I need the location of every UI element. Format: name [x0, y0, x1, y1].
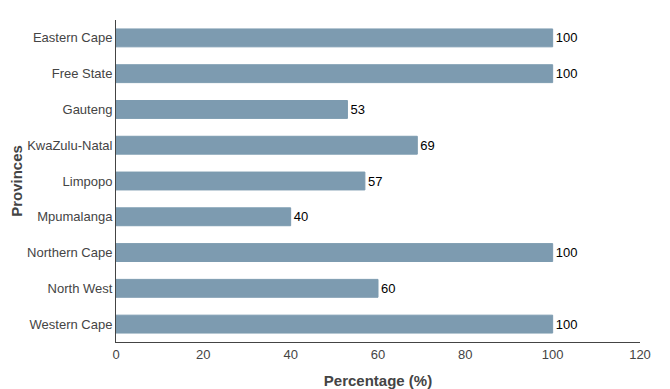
- svg-text:69: 69: [420, 138, 434, 153]
- svg-text:53: 53: [350, 102, 364, 117]
- svg-text:Western Cape: Western Cape: [30, 317, 113, 332]
- svg-text:60: 60: [371, 347, 385, 362]
- svg-text:60: 60: [381, 281, 395, 296]
- svg-text:North West: North West: [48, 281, 113, 296]
- svg-text:KwaZulu-Natal: KwaZulu-Natal: [27, 138, 112, 153]
- svg-text:40: 40: [283, 347, 297, 362]
- svg-text:100: 100: [556, 317, 578, 332]
- svg-text:40: 40: [294, 209, 308, 224]
- svg-text:20: 20: [196, 347, 210, 362]
- svg-text:Limpopo: Limpopo: [63, 174, 113, 189]
- svg-text:Eastern Cape: Eastern Cape: [33, 30, 113, 45]
- svg-text:100: 100: [542, 347, 564, 362]
- svg-text:80: 80: [458, 347, 472, 362]
- svg-text:Free State: Free State: [52, 66, 113, 81]
- svg-text:Northern Cape: Northern Cape: [27, 245, 112, 260]
- svg-text:Percentage (%): Percentage (%): [324, 372, 432, 389]
- svg-text:Gauteng: Gauteng: [63, 102, 113, 117]
- svg-text:120: 120: [629, 347, 651, 362]
- svg-text:100: 100: [556, 245, 578, 260]
- svg-text:0: 0: [112, 347, 119, 362]
- svg-text:Provinces: Provinces: [8, 145, 25, 217]
- svg-text:57: 57: [368, 174, 382, 189]
- svg-text:100: 100: [556, 66, 578, 81]
- svg-text:100: 100: [556, 30, 578, 45]
- svg-text:Mpumalanga: Mpumalanga: [37, 209, 113, 224]
